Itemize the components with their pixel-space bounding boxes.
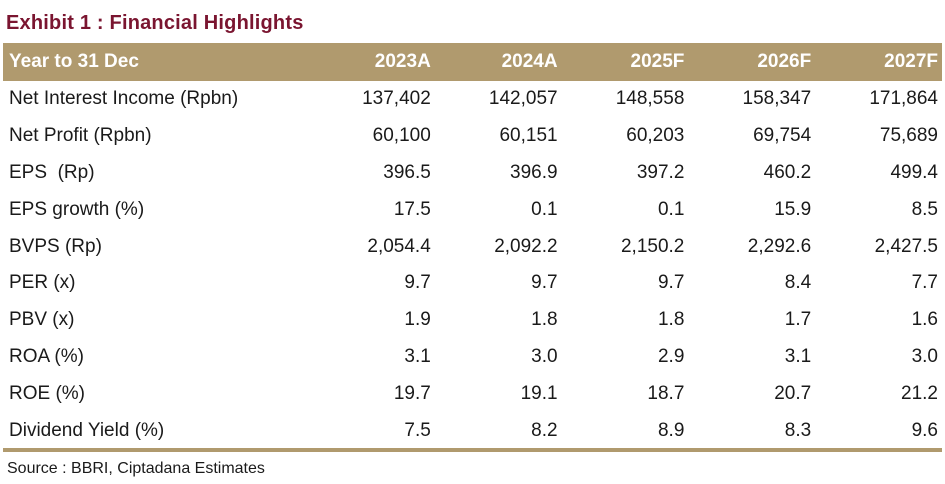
header-cell-2026f: 2026F [688,43,816,81]
table-cell: 1.8 [657,309,685,331]
table-cell: 8.3 [784,419,812,441]
header-cell-2024a: 2024A [434,43,562,81]
header-cell-2027f: 2027F [815,43,942,81]
row-label: ROE (%) [9,382,85,404]
header-cell-year: Year to 31 Dec [3,43,308,81]
table-cell: 2,092.2 [494,235,558,257]
table-cell: 2,150.2 [620,235,685,257]
table-cell: 3.0 [911,345,938,367]
table-cell: 0.1 [531,198,558,220]
table-header-row: Year to 31 Dec 2023A 2024A 2025F 2026F 2… [3,43,942,81]
table-cell: 2.9 [657,345,685,367]
table-cell: 19.7 [393,382,431,404]
financial-highlights-table: Year to 31 Dec 2023A 2024A 2025F 2026F 2… [3,43,942,449]
table-cell: 15.9 [774,198,812,220]
table-cell: 1.8 [531,309,558,331]
header-cell-2025f: 2025F [561,43,689,81]
table-cell: 137,402 [362,88,431,110]
header-cell-2023a: 2023A [308,43,435,81]
row-label: Net Interest Income (Rpbn) [9,88,239,110]
table-cell: 8.4 [784,272,812,294]
table-cell: 9.6 [911,419,938,441]
table-row: Net Profit (Rpbn) 60,100 60,151 60,203 6… [3,118,942,155]
row-label: BVPS (Rp) [9,235,102,257]
table-cell: 2,427.5 [874,235,938,257]
table-row: EPS growth (%) 17.5 0.1 0.1 15.9 8.5 [3,191,942,228]
table-cell: 499.4 [890,161,938,183]
table-row: ROE (%) 19.7 19.1 18.7 20.7 21.2 [3,375,942,412]
table-cell: 158,347 [742,88,812,110]
table-cell: 1.6 [911,309,938,331]
row-label: Dividend Yield (%) [9,419,165,441]
table-cell: 3.1 [404,345,431,367]
table-cell: 3.1 [784,345,812,367]
table-cell: 397.2 [636,161,685,183]
table-row: PBV (x) 1.9 1.8 1.8 1.7 1.6 [3,302,942,339]
table-cell: 69,754 [753,125,812,147]
table-row: ROA (%) 3.1 3.0 2.9 3.1 3.0 [3,339,942,376]
table-bottom-rule [3,448,942,452]
table-cell: 171,864 [869,88,938,110]
table-cell: 75,689 [879,125,938,147]
table-cell: 60,203 [626,125,685,147]
table-row: PER (x) 9.7 9.7 9.7 8.4 7.7 [3,265,942,302]
table-cell: 20.7 [774,382,812,404]
table-row: BVPS (Rp) 2,054.4 2,092.2 2,150.2 2,292.… [3,228,942,265]
table-cell: 1.7 [784,309,812,331]
table-cell: 3.0 [531,345,558,367]
table-cell: 60,100 [372,125,431,147]
table-cell: 60,151 [499,125,558,147]
table-cell: 148,558 [615,88,685,110]
table-cell: 8.2 [531,419,558,441]
table-cell: 19.1 [520,382,558,404]
table-cell: 1.9 [404,309,431,331]
table-cell: 7.5 [404,419,431,441]
table-cell: 9.7 [531,272,558,294]
row-label: Net Profit (Rpbn) [9,125,152,147]
row-label: PER (x) [9,272,76,294]
table-cell: 9.7 [404,272,431,294]
table-cell: 460.2 [763,161,812,183]
row-label: EPS (Rp) [9,161,95,183]
row-label: PBV (x) [9,309,75,331]
table-cell: 142,057 [488,88,558,110]
table-cell: 17.5 [393,198,431,220]
table-row: Net Interest Income (Rpbn) 137,402 142,0… [3,81,942,118]
table-cell: 2,292.6 [747,235,812,257]
table-cell: 0.1 [657,198,685,220]
table-cell: 7.7 [911,272,938,294]
table-cell: 396.9 [510,161,558,183]
table-row: Dividend Yield (%) 7.5 8.2 8.9 8.3 9.6 [3,412,942,449]
row-label: EPS growth (%) [9,198,145,220]
exhibit-title: Exhibit 1 : Financial Highlights [6,12,304,34]
table-cell: 8.9 [657,419,685,441]
row-label: ROA (%) [9,345,84,367]
source-note: Source : BBRI, Ciptadana Estimates [7,460,265,477]
table-cell: 21.2 [901,382,938,404]
table-cell: 396.5 [383,161,431,183]
table-cell: 18.7 [647,382,685,404]
table-cell: 2,054.4 [367,235,431,257]
table-cell: 8.5 [911,198,938,220]
table-cell: 9.7 [657,272,685,294]
financial-highlights-table-container: Year to 31 Dec 2023A 2024A 2025F 2026F 2… [3,43,942,449]
table-row: EPS (Rp) 396.5 396.9 397.2 460.2 499.4 [3,155,942,192]
